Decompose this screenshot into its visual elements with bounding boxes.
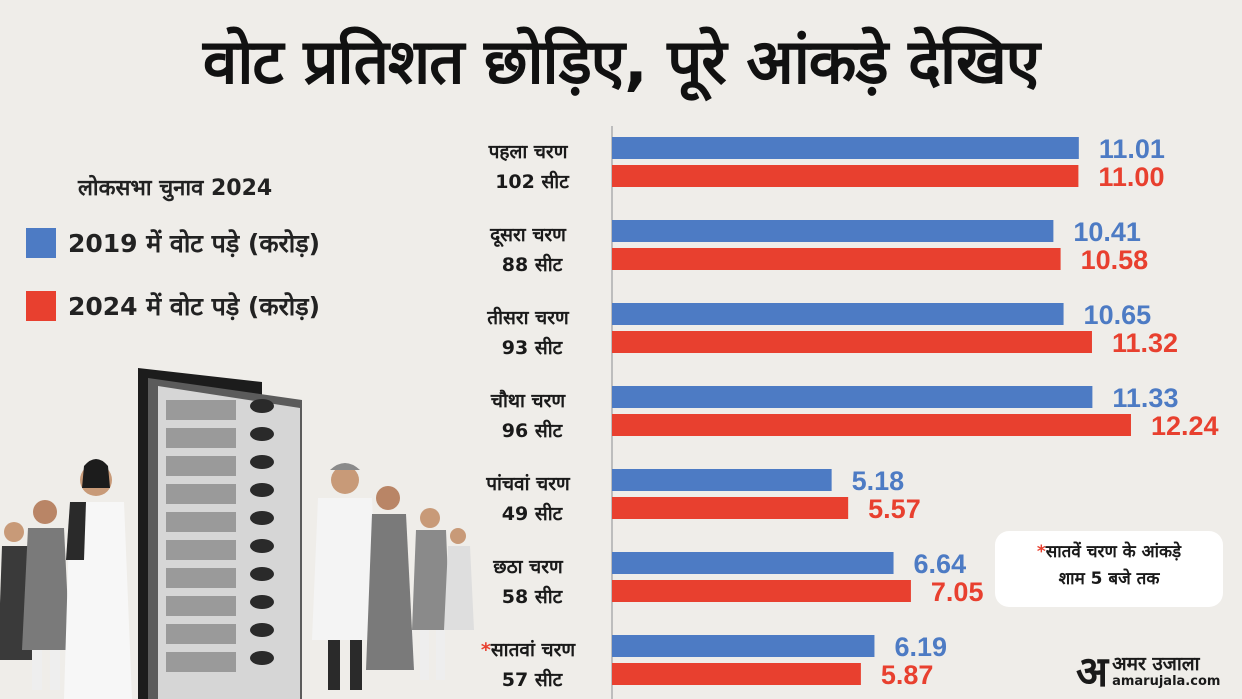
brand-url: amarujala.com	[1112, 674, 1221, 689]
category-seats-label: 58 सीट	[502, 585, 564, 608]
bar-2019	[612, 552, 894, 574]
bar-2019	[612, 220, 1054, 242]
category-phase-label: दूसरा चरण	[489, 224, 567, 248]
category-phase-label: तीसरा चरण	[486, 306, 570, 329]
category-phase-label: छठा चरण	[492, 556, 564, 578]
category-seats-label: 49 सीट	[502, 502, 564, 525]
data-label-2024: 11.32	[1112, 328, 1178, 358]
legend-swatch-2019	[26, 228, 56, 258]
note-box: *सातवें चरण के आंकड़े शाम 5 बजे तक	[995, 531, 1223, 607]
data-label-2019: 6.19	[894, 632, 947, 662]
data-label-2024: 12.24	[1151, 411, 1219, 441]
bar-2024	[612, 165, 1079, 187]
note-line-2: शाम 5 बजे तक	[1058, 569, 1160, 589]
bar-2024	[612, 414, 1131, 436]
legend-swatch-2024	[26, 291, 56, 321]
data-label-2019: 10.41	[1073, 217, 1141, 247]
brand-mark: अ	[1076, 647, 1109, 696]
category-phase-label: पहला चरण	[488, 141, 569, 163]
data-label-2024: 5.87	[881, 660, 934, 690]
bar-2024	[612, 248, 1061, 270]
category-seats-label: 57 सीट	[502, 668, 564, 691]
bar-2019	[612, 469, 832, 491]
evm-voters-illustration	[0, 368, 474, 699]
bar-2024	[612, 663, 861, 685]
bar-2019	[612, 386, 1093, 408]
category-seats-label: 96 सीट	[502, 419, 564, 442]
bar-2024	[612, 331, 1092, 353]
chart-subtitle: लोकसभा चुनाव 2024	[78, 176, 273, 201]
data-label-2024: 5.57	[868, 494, 921, 524]
category-phase-label: पांचवां चरण	[485, 473, 571, 495]
note-line-1: *सातवें चरण के आंकड़े	[995, 539, 1223, 566]
data-label-2024: 11.00	[1098, 162, 1164, 192]
brand-name: अमर उजाला	[1112, 653, 1200, 675]
note-star: *	[1036, 542, 1046, 562]
data-label-2024: 7.05	[931, 577, 984, 607]
category-phase-text: सातवां चरण	[490, 639, 577, 661]
data-label-2019: 11.01	[1099, 134, 1165, 164]
legend-label-2024: 2024 में वोट पड़े (करोड़)	[68, 292, 321, 321]
category-phase-label: चौथा चरण	[490, 389, 566, 412]
legend-label-2019: 2019 में वोट पड़े (करोड़)	[68, 229, 321, 258]
note-line-1-text: सातवें चरण के आंकड़े	[1045, 542, 1182, 562]
legend-item-2024: 2024 में वोट पड़े (करोड़)	[26, 289, 320, 323]
category-seats-label: 88 सीट	[502, 253, 564, 276]
data-label-2019: 6.64	[914, 549, 967, 579]
data-label-2019: 10.65	[1084, 300, 1152, 330]
category-marker: *	[481, 639, 491, 661]
category-seats-label: 102 सीट	[495, 170, 570, 193]
brand-logo: अ अमर उजाला amarujala.com	[1076, 647, 1221, 696]
bar-2019	[612, 635, 875, 657]
category-seats-label: 93 सीट	[502, 336, 564, 359]
bar-2024	[612, 497, 849, 519]
bar-2019	[612, 303, 1064, 325]
page-title: वोट प्रतिशत छोड़िए, पूरे आंकड़े देखिए	[202, 25, 1040, 98]
data-label-2024: 10.58	[1081, 245, 1149, 275]
category-phase-label: *सातवां चरण	[481, 639, 576, 661]
data-label-2019: 5.18	[852, 466, 905, 496]
data-label-2019: 11.33	[1112, 383, 1178, 413]
bar-2024	[612, 580, 911, 602]
bar-2019	[612, 137, 1079, 159]
legend-item-2019: 2019 में वोट पड़े (करोड़)	[26, 226, 320, 260]
